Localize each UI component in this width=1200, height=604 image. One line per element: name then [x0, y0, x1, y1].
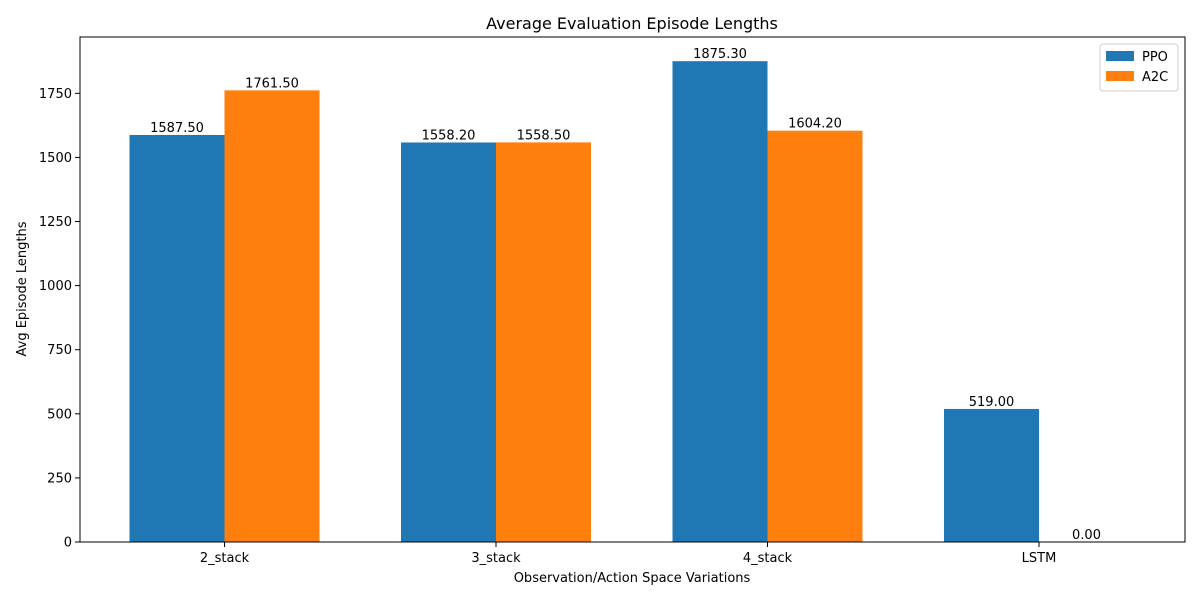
legend-label-a2c: A2C	[1142, 70, 1168, 85]
y-tick-label: 1750	[39, 87, 72, 102]
bar-ppo-lstm	[944, 408, 1039, 542]
bar-ppo-4_stack	[672, 61, 768, 543]
y-tick-label: 750	[47, 343, 72, 358]
x-tick-label: 2_stack	[200, 551, 250, 566]
legend-swatch-ppo	[1106, 51, 1134, 61]
data-label-ppo-2_stack: 1587.50	[150, 121, 204, 136]
data-label-ppo-4_stack: 1875.30	[693, 47, 747, 62]
y-tick-label: 250	[47, 471, 72, 486]
y-tick-label: 1250	[39, 215, 72, 230]
bar-ppo-2_stack	[129, 134, 225, 542]
y-tick-label: 1000	[39, 279, 72, 294]
bar-ppo-3_stack	[401, 142, 496, 543]
y-tick-label: 500	[47, 407, 72, 422]
chart-title: Average Evaluation Episode Lengths	[486, 14, 778, 33]
data-label-ppo-3_stack: 1558.20	[422, 128, 476, 143]
data-label-a2c-2_stack: 1761.50	[245, 76, 299, 91]
bar-a2c-2_stack	[224, 90, 320, 542]
x-tick-label: 4_stack	[743, 551, 793, 566]
x-axis-label: Observation/Action Space Variations	[514, 571, 751, 586]
x-axis: 2_stack 3_stack 4_stack LSTM	[200, 542, 1056, 566]
y-axis-label: Avg Episode Lengths	[15, 221, 30, 356]
legend-swatch-a2c	[1106, 71, 1134, 81]
y-axis: 0 250 500 750 1000 1250 1500 1750	[39, 87, 80, 551]
bar-a2c-3_stack	[496, 142, 591, 542]
data-label-a2c-lstm: 0.00	[1072, 528, 1101, 543]
data-label-a2c-4_stack: 1604.20	[788, 117, 842, 132]
y-tick-label: 1500	[39, 151, 72, 166]
x-tick-label: 3_stack	[471, 551, 521, 566]
chart-marks: 1587.50 1761.50 1558.20 1558.50 1875.30 1604.…	[129, 47, 1101, 543]
x-tick-label: LSTM	[1022, 551, 1057, 566]
data-label-ppo-lstm: 519.00	[969, 395, 1015, 410]
y-tick-label: 0	[64, 536, 72, 551]
plot-frame	[79, 36, 1186, 543]
legend: PPO A2C	[1099, 43, 1179, 92]
data-label-a2c-3_stack: 1558.50	[517, 128, 571, 143]
bar-a2c-4_stack	[767, 130, 863, 542]
legend-label-ppo: PPO	[1142, 50, 1168, 65]
